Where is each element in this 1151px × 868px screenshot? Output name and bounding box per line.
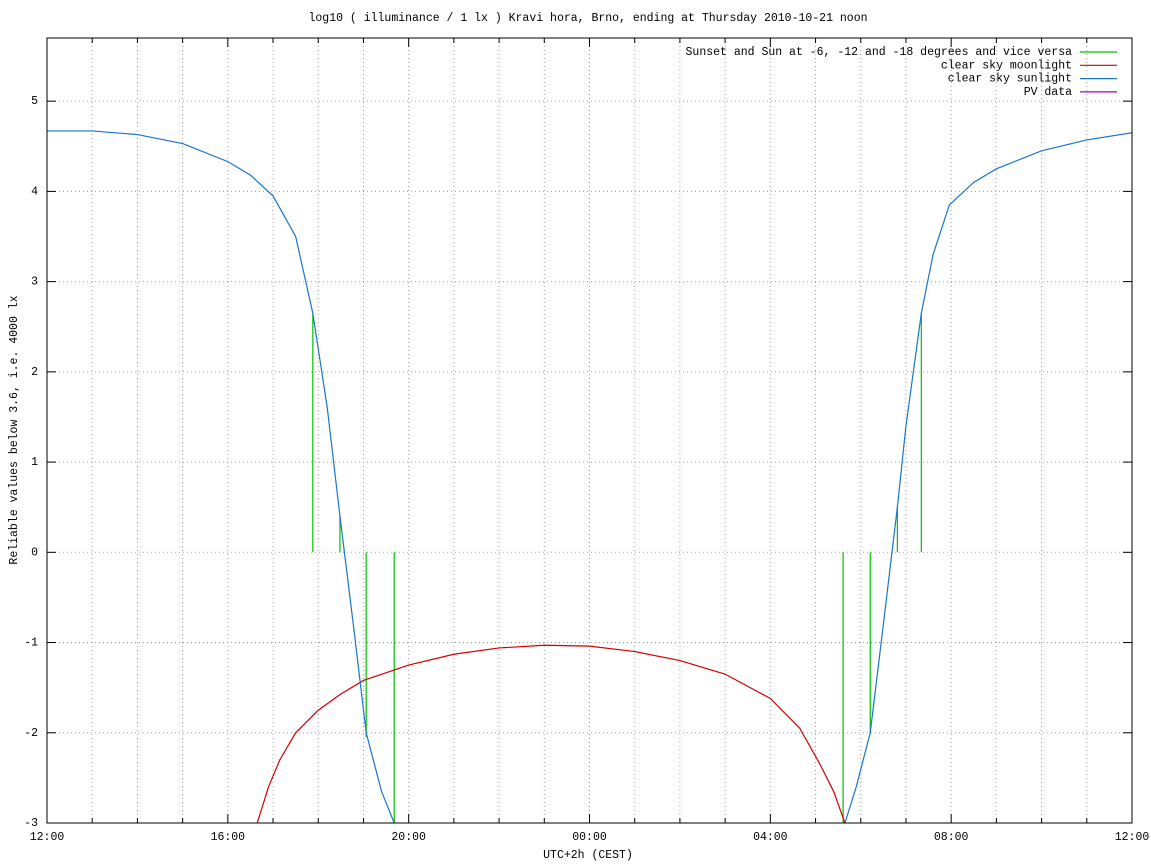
series-line bbox=[47, 130, 1132, 823]
chart-title: log10 ( illuminance / 1 lx ) Kravi hora,… bbox=[309, 12, 868, 25]
y-axis-label: Reliable values below 3.6, i.e. 4000 lx bbox=[8, 295, 21, 564]
x-tick-label: 00:00 bbox=[572, 831, 607, 844]
legend-label: clear sky sunlight bbox=[948, 73, 1072, 86]
y-tick-label: -3 bbox=[24, 817, 38, 830]
plot-border bbox=[46, 37, 1133, 824]
legend-label: clear sky moonlight bbox=[941, 59, 1072, 72]
y-tick-label: 0 bbox=[31, 546, 38, 559]
y-tick-label: -2 bbox=[24, 727, 38, 740]
legend-label: Sunset and Sun at -6, -12 and -18 degree… bbox=[686, 46, 1073, 59]
x-tick-label: 20:00 bbox=[391, 831, 426, 844]
x-tick-label: 12:00 bbox=[1115, 831, 1150, 844]
x-tick-label: 04:00 bbox=[753, 831, 788, 844]
legend-label: PV data bbox=[1024, 86, 1072, 99]
x-tick-label: 08:00 bbox=[934, 831, 969, 844]
series-line bbox=[256, 644, 846, 823]
y-tick-label: 1 bbox=[31, 456, 38, 469]
plot-area bbox=[47, 130, 1132, 823]
x-tick-label: 16:00 bbox=[211, 831, 246, 844]
x-tick-label: 12:00 bbox=[30, 831, 65, 844]
y-tick-label: 5 bbox=[31, 95, 38, 108]
y-tick-label: -1 bbox=[24, 637, 38, 650]
y-tick-label: 3 bbox=[31, 276, 38, 289]
x-axis-label: UTC+2h (CEST) bbox=[543, 849, 633, 862]
y-tick-label: 4 bbox=[31, 185, 38, 198]
y-tick-label: 2 bbox=[31, 366, 38, 379]
